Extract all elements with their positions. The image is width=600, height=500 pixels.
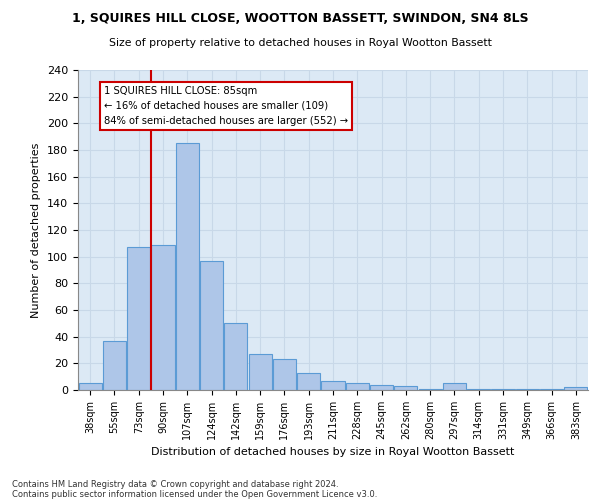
Bar bbox=[419, 388, 442, 390]
Bar bbox=[176, 144, 199, 390]
Bar bbox=[79, 384, 101, 390]
Text: Contains HM Land Registry data © Crown copyright and database right 2024.
Contai: Contains HM Land Registry data © Crown c… bbox=[12, 480, 377, 499]
Bar bbox=[565, 388, 587, 390]
Text: Size of property relative to detached houses in Royal Wootton Bassett: Size of property relative to detached ho… bbox=[109, 38, 491, 48]
Bar bbox=[491, 388, 515, 390]
Bar bbox=[467, 388, 490, 390]
Bar bbox=[103, 340, 126, 390]
Bar bbox=[151, 244, 175, 390]
Text: 1 SQUIRES HILL CLOSE: 85sqm
← 16% of detached houses are smaller (109)
84% of se: 1 SQUIRES HILL CLOSE: 85sqm ← 16% of det… bbox=[104, 86, 347, 126]
Y-axis label: Number of detached properties: Number of detached properties bbox=[31, 142, 41, 318]
Bar bbox=[443, 384, 466, 390]
Bar bbox=[540, 388, 563, 390]
Bar bbox=[297, 372, 320, 390]
Bar bbox=[273, 360, 296, 390]
Bar bbox=[127, 248, 150, 390]
Bar bbox=[200, 260, 223, 390]
Bar bbox=[248, 354, 272, 390]
Bar bbox=[394, 386, 418, 390]
Bar bbox=[346, 384, 369, 390]
Bar bbox=[516, 388, 539, 390]
Bar bbox=[370, 384, 393, 390]
Bar bbox=[224, 324, 247, 390]
X-axis label: Distribution of detached houses by size in Royal Wootton Bassett: Distribution of detached houses by size … bbox=[151, 448, 515, 458]
Bar bbox=[322, 380, 344, 390]
Text: 1, SQUIRES HILL CLOSE, WOOTTON BASSETT, SWINDON, SN4 8LS: 1, SQUIRES HILL CLOSE, WOOTTON BASSETT, … bbox=[71, 12, 529, 26]
